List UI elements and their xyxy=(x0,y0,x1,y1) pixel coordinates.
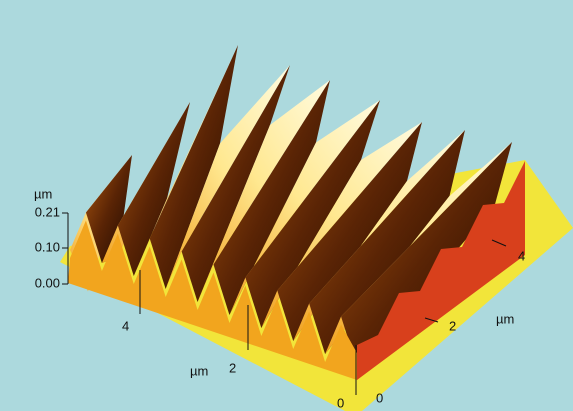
afm-surface-figure: µm 0.21 0.10 0.00 4 2 0 µm 0 2 4 µm xyxy=(0,0,573,411)
y-tick-label: 2 xyxy=(449,318,456,333)
y-unit: µm xyxy=(496,311,514,326)
x-tick-label: 4 xyxy=(122,318,129,333)
y-tick-label: 4 xyxy=(518,248,525,263)
x-tick-label: 2 xyxy=(229,360,236,375)
z-axis xyxy=(62,213,68,284)
z-tick-label: 0.00 xyxy=(35,275,60,290)
z-tick-label: 0.10 xyxy=(35,239,60,254)
x-unit: µm xyxy=(190,363,208,378)
y-tick-label: 0 xyxy=(376,390,383,405)
x-tick-label: 0 xyxy=(337,395,344,410)
z-tick-label: 0.21 xyxy=(35,204,60,219)
z-unit: µm xyxy=(34,186,52,201)
